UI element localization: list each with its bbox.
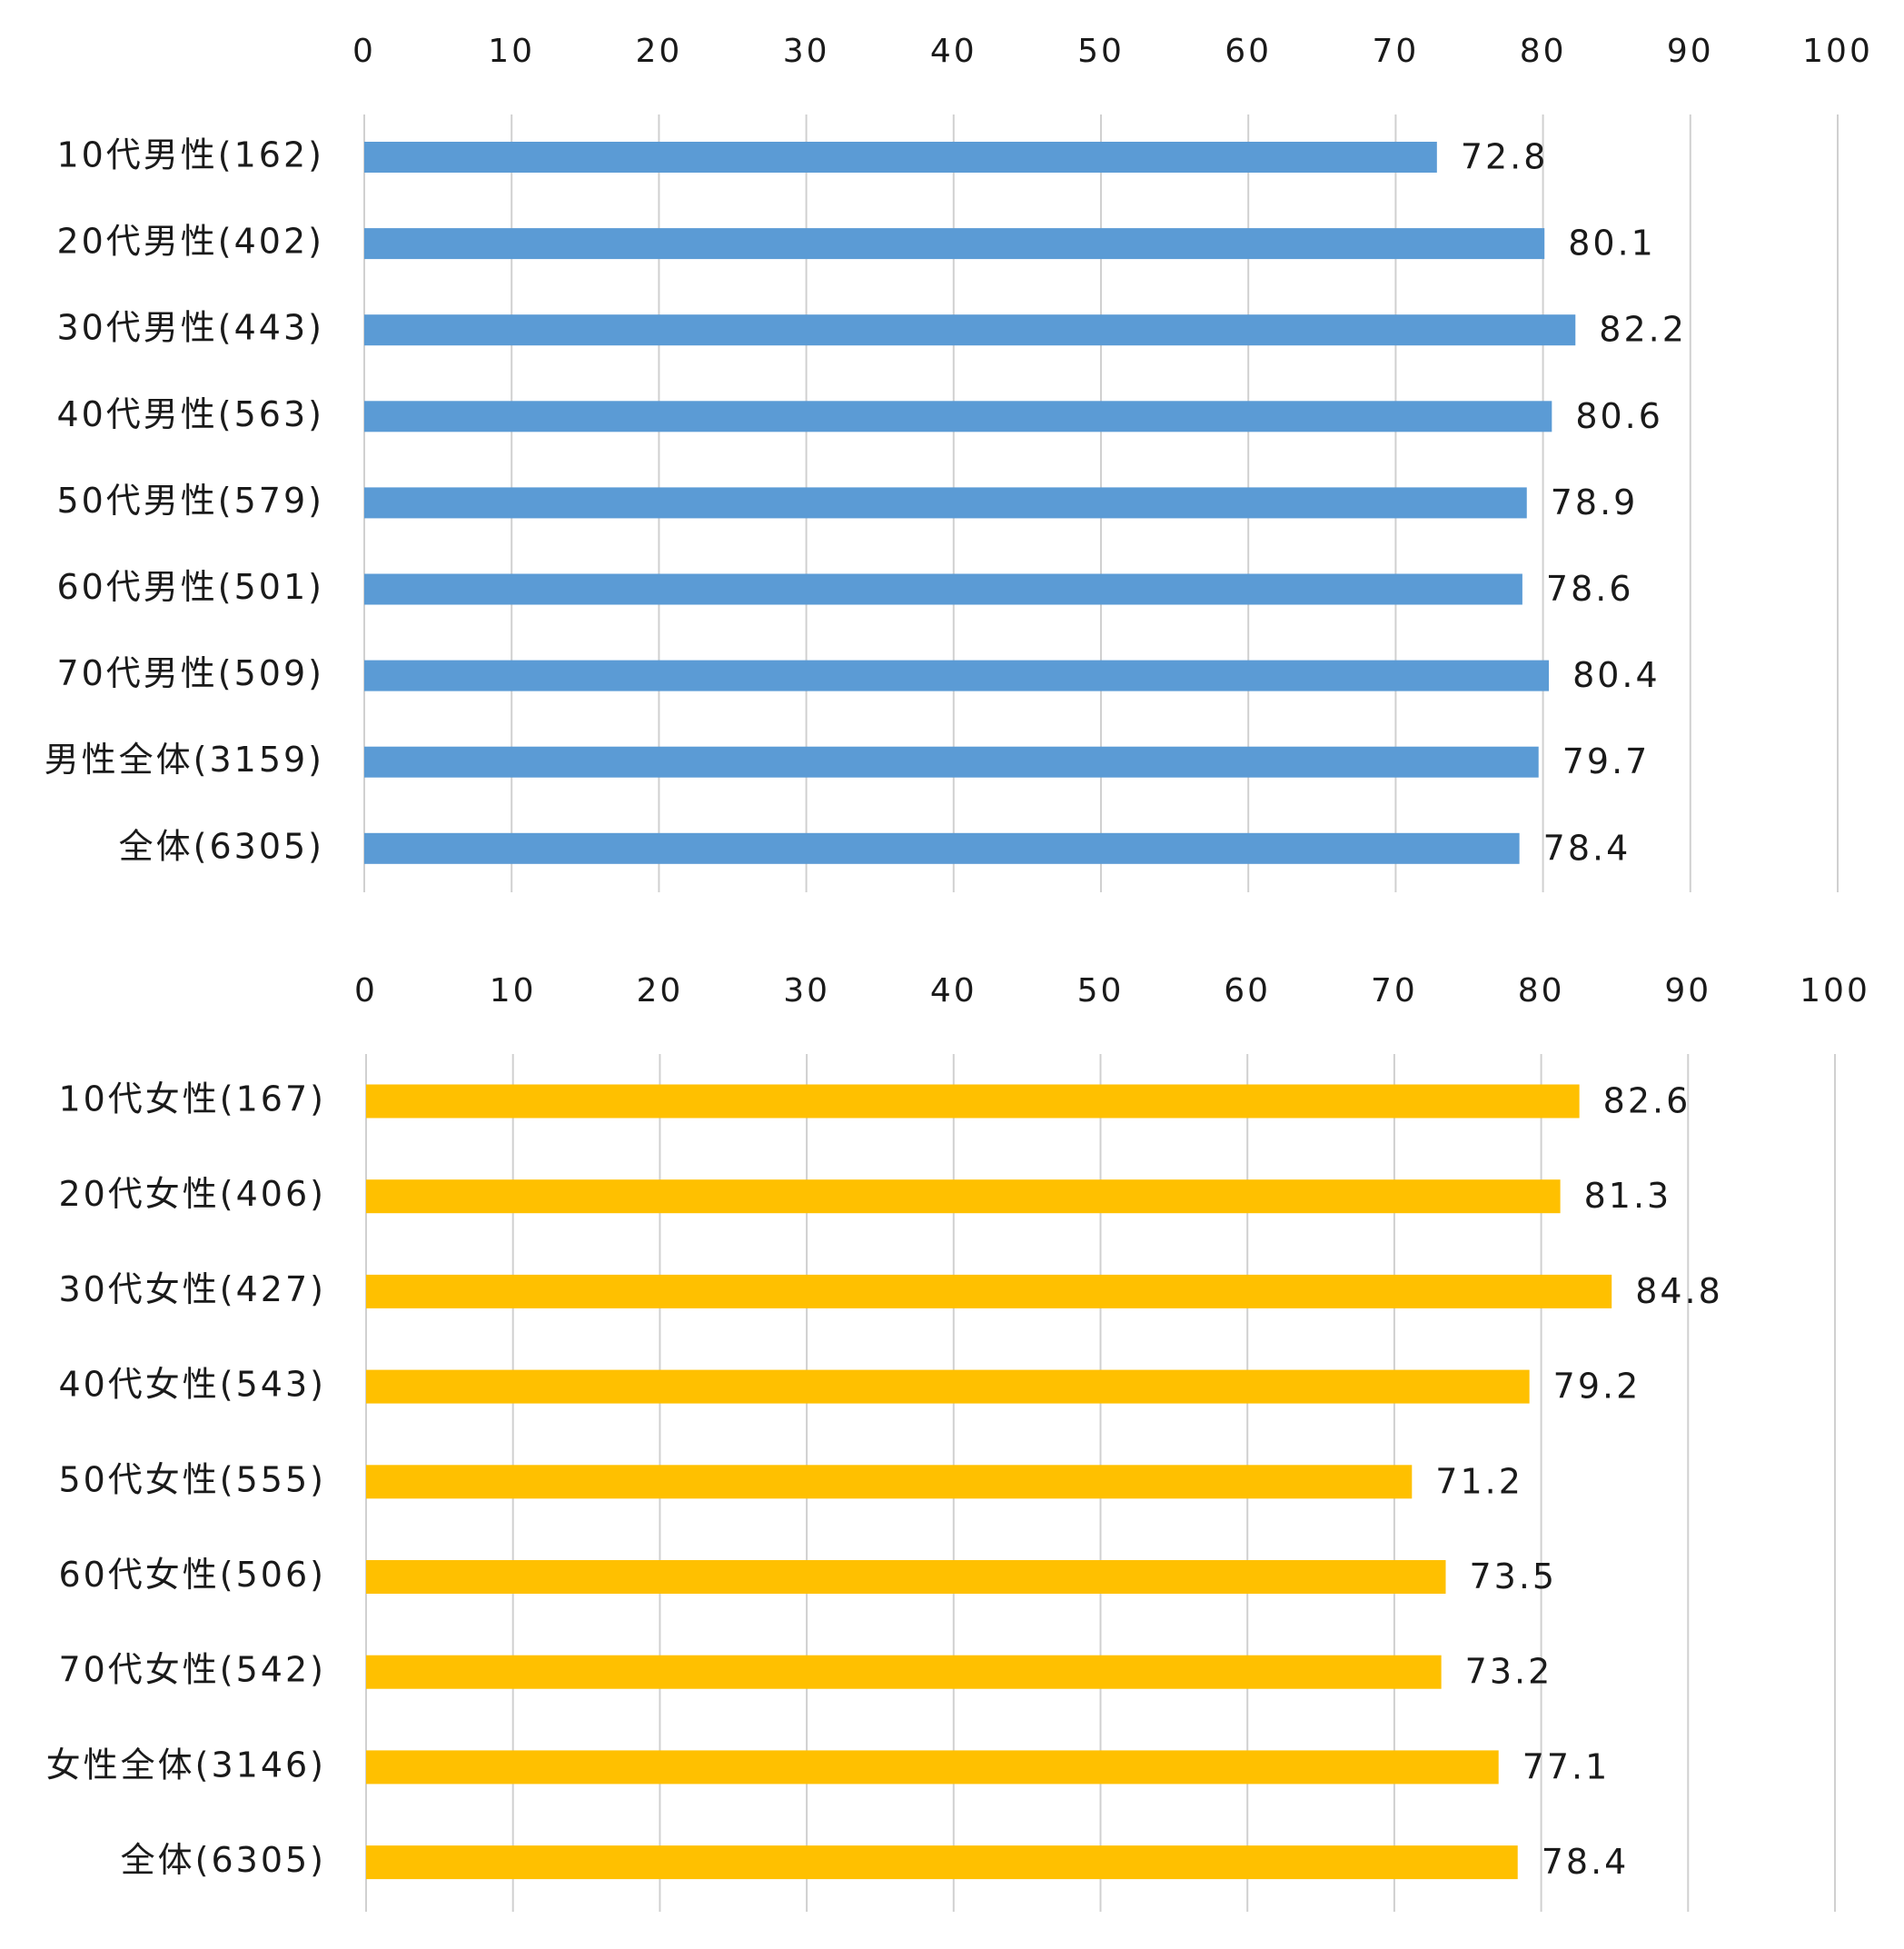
female-bar-6 <box>366 1560 1446 1594</box>
female-category-label-6: 60代女性(506) <box>58 1555 326 1595</box>
male-category-label-8: 男性全体(3159) <box>45 740 324 780</box>
female-category-label-4: 40代女性(543) <box>58 1365 326 1405</box>
male-bar-7 <box>364 660 1550 691</box>
female-category-label-9: 全体(6305) <box>121 1840 326 1880</box>
female-bar-7 <box>366 1655 1442 1689</box>
female-tick-label-30: 30 <box>783 972 830 1009</box>
male-tick-label-70: 70 <box>1372 33 1419 70</box>
male-tick-label-100: 100 <box>1802 33 1873 70</box>
female-data-label-2: 81.3 <box>1584 1176 1672 1216</box>
male-bar-3 <box>364 314 1576 346</box>
female-category-label-8: 女性全体(3146) <box>46 1745 326 1785</box>
female-category-label-7: 70代女性(542) <box>58 1650 326 1690</box>
male-tick-label-10: 10 <box>488 33 535 70</box>
male-tick-label-90: 90 <box>1667 33 1714 70</box>
female-category-label-2: 20代女性(406) <box>58 1174 326 1214</box>
male-tick-label-0: 0 <box>352 33 376 70</box>
female-tick-label-70: 70 <box>1371 972 1418 1009</box>
female-data-label-1: 82.6 <box>1603 1081 1691 1121</box>
female-data-label-9: 78.4 <box>1542 1842 1630 1882</box>
male-data-label-9: 78.4 <box>1543 828 1631 868</box>
male-data-label-4: 80.6 <box>1575 396 1663 436</box>
male-category-label-5: 50代男性(579) <box>56 481 324 521</box>
male-bar-2 <box>364 228 1545 260</box>
male-data-label-6: 78.6 <box>1546 569 1634 609</box>
female-bar-1 <box>366 1084 1580 1119</box>
female-bar-5 <box>366 1465 1413 1499</box>
male-data-label-5: 78.9 <box>1551 482 1639 522</box>
female-tick-label-10: 10 <box>490 972 537 1009</box>
male-tick-label-80: 80 <box>1520 33 1567 70</box>
male-bar-5 <box>364 487 1527 519</box>
female-data-label-8: 77.1 <box>1522 1746 1611 1786</box>
male-bar-4 <box>364 401 1552 433</box>
female-category-label-5: 50代女性(555) <box>58 1459 326 1499</box>
male-tick-label-60: 60 <box>1225 33 1272 70</box>
male-data-label-3: 82.2 <box>1599 310 1687 350</box>
male-data-label-1: 72.8 <box>1461 137 1549 177</box>
female-tick-label-40: 40 <box>930 972 977 1009</box>
female-bar-8 <box>366 1750 1499 1785</box>
female-category-label-3: 30代女性(427) <box>58 1269 326 1309</box>
female-tick-label-0: 0 <box>354 972 378 1009</box>
male-data-label-7: 80.4 <box>1572 655 1661 695</box>
male-tick-label-30: 30 <box>783 33 830 70</box>
male-category-label-9: 全体(6305) <box>119 826 324 866</box>
male-category-label-2: 20代男性(402) <box>56 222 324 262</box>
male-data-label-8: 79.7 <box>1562 741 1651 781</box>
male-category-label-6: 60代男性(501) <box>56 567 324 607</box>
female-data-label-5: 71.2 <box>1435 1461 1523 1501</box>
male-category-label-4: 40代男性(563) <box>56 394 324 434</box>
male-tick-label-20: 20 <box>635 33 682 70</box>
female-tick-label-60: 60 <box>1224 972 1271 1009</box>
female-category-label-1: 10代女性(167) <box>58 1079 326 1119</box>
male-bar-6 <box>364 573 1522 605</box>
female-tick-label-20: 20 <box>636 972 683 1009</box>
male-category-label-7: 70代男性(509) <box>56 653 324 693</box>
female-bar-9 <box>366 1845 1518 1880</box>
male-bar-1 <box>364 142 1437 173</box>
female-data-label-3: 84.8 <box>1635 1271 1723 1311</box>
male-tick-label-40: 40 <box>930 33 977 70</box>
female-tick-label-90: 90 <box>1664 972 1711 1009</box>
male-bar-9 <box>364 832 1520 864</box>
female-tick-label-50: 50 <box>1077 972 1125 1009</box>
female-bar-3 <box>366 1274 1612 1308</box>
male-bar-8 <box>364 746 1539 778</box>
male-category-label-1: 10代男性(162) <box>56 135 324 175</box>
female-data-label-6: 73.5 <box>1469 1556 1557 1596</box>
male-category-label-3: 30代男性(443) <box>56 308 324 348</box>
female-bar-4 <box>366 1369 1530 1404</box>
male-data-label-2: 80.1 <box>1568 224 1656 264</box>
female-tick-label-100: 100 <box>1800 972 1870 1009</box>
female-tick-label-80: 80 <box>1518 972 1565 1009</box>
female-data-label-7: 73.2 <box>1465 1652 1553 1692</box>
male-tick-label-50: 50 <box>1077 33 1125 70</box>
female-data-label-4: 79.2 <box>1553 1367 1641 1407</box>
female-bar-2 <box>366 1179 1561 1214</box>
